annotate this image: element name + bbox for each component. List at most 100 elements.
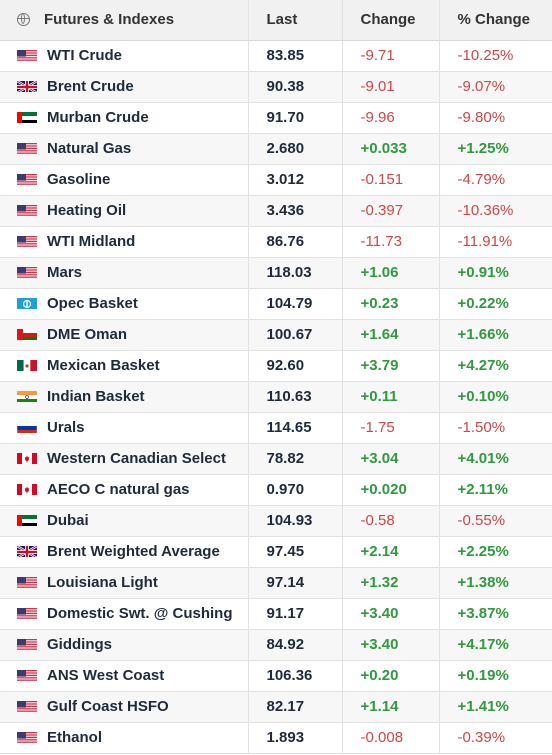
pct-change-value: +1.25%: [439, 133, 552, 165]
instrument-name[interactable]: Natural Gas: [47, 140, 132, 157]
canada-flag-icon: [17, 452, 37, 464]
instrument-cell[interactable]: WTI Midland: [0, 226, 249, 258]
instrument-cell[interactable]: Ethanol: [0, 722, 249, 754]
us-flag-icon: [17, 173, 37, 185]
change-value: +1.64: [342, 319, 440, 351]
instrument-name[interactable]: Western Canadian Select: [47, 450, 226, 467]
instrument-cell[interactable]: Western Canadian Select: [0, 443, 249, 475]
table-row[interactable]: DME Oman 100.67 +1.64 +1.66%: [0, 319, 552, 351]
instrument-name[interactable]: Louisiana Light: [47, 574, 158, 591]
instrument-cell[interactable]: Brent Crude: [0, 71, 249, 103]
us-flag-icon: [17, 700, 37, 712]
instrument-name[interactable]: Brent Weighted Average: [47, 543, 220, 560]
table-row[interactable]: Gasoline 3.012 -0.151 -4.79%: [0, 164, 552, 196]
instrument-cell[interactable]: Opec Basket: [0, 288, 249, 320]
instrument-cell[interactable]: Murban Crude: [0, 102, 249, 134]
table-row[interactable]: Opec Basket 104.79 +0.23 +0.22%: [0, 288, 552, 320]
change-value: +3.79: [342, 350, 440, 382]
header-last[interactable]: Last: [248, 0, 343, 41]
instrument-name[interactable]: Indian Basket: [47, 388, 145, 405]
instrument-cell[interactable]: ANS West Coast: [0, 660, 249, 692]
last-price: 104.79: [248, 288, 343, 320]
instrument-cell[interactable]: AECO C natural gas: [0, 474, 249, 506]
russia-flag-icon: [17, 421, 37, 433]
instrument-name[interactable]: Ethanol: [47, 729, 102, 746]
instrument-cell[interactable]: Natural Gas: [0, 133, 249, 165]
instrument-cell[interactable]: Heating Oil: [0, 195, 249, 227]
instrument-cell[interactable]: Brent Weighted Average: [0, 536, 249, 568]
table-row[interactable]: Ethanol 1.893 -0.008 -0.39%: [0, 722, 552, 754]
instrument-cell[interactable]: Indian Basket: [0, 381, 249, 413]
instrument-cell[interactable]: WTI Crude: [0, 40, 249, 72]
table-row[interactable]: Mars 118.03 +1.06 +0.91%: [0, 257, 552, 289]
last-price: 97.45: [248, 536, 343, 568]
last-price: 3.012: [248, 164, 343, 196]
table-row[interactable]: Dubai 104.93 -0.58 -0.55%: [0, 505, 552, 537]
uae-flag-icon: [17, 111, 37, 123]
header-change[interactable]: Change: [342, 0, 440, 41]
table-row[interactable]: AECO C natural gas 0.970 +0.020 +2.11%: [0, 474, 552, 506]
table-row[interactable]: Louisiana Light 97.14 +1.32 +1.38%: [0, 567, 552, 599]
instrument-cell[interactable]: Urals: [0, 412, 249, 444]
table-row[interactable]: ANS West Coast 106.36 +0.20 +0.19%: [0, 660, 552, 692]
uae-flag-icon: [17, 514, 37, 526]
instrument-cell[interactable]: Gulf Coast HSFO: [0, 691, 249, 723]
opec-flag-icon: [17, 297, 37, 309]
header-futures-indexes[interactable]: Futures & Indexes: [0, 0, 249, 41]
instrument-name[interactable]: DME Oman: [47, 326, 128, 343]
us-flag-icon: [17, 731, 37, 743]
table-row[interactable]: Natural Gas 2.680 +0.033 +1.25%: [0, 133, 552, 165]
instrument-name[interactable]: Opec Basket: [47, 295, 138, 312]
instrument-name[interactable]: Domestic Swt. @ Cushing: [47, 605, 233, 622]
table-row[interactable]: Brent Crude 90.38 -9.01 -9.07%: [0, 71, 552, 103]
instrument-name[interactable]: Murban Crude: [47, 109, 149, 126]
instrument-cell[interactable]: Domestic Swt. @ Cushing: [0, 598, 249, 630]
table-row[interactable]: Mexican Basket 92.60 +3.79 +4.27%: [0, 350, 552, 382]
table-row[interactable]: WTI Crude 83.85 -9.71 -10.25%: [0, 40, 552, 72]
instrument-name[interactable]: Urals: [47, 419, 85, 436]
table-row[interactable]: Urals 114.65 -1.75 -1.50%: [0, 412, 552, 444]
instrument-name[interactable]: AECO C natural gas: [47, 481, 190, 498]
uk-flag-icon: [17, 545, 37, 557]
table-row[interactable]: Heating Oil 3.436 -0.397 -10.36%: [0, 195, 552, 227]
instrument-name[interactable]: Gasoline: [47, 171, 111, 188]
instrument-cell[interactable]: Mars: [0, 257, 249, 289]
instrument-cell[interactable]: Gasoline: [0, 164, 249, 196]
table-row[interactable]: WTI Midland 86.76 -11.73 -11.91%: [0, 226, 552, 258]
instrument-name[interactable]: Brent Crude: [47, 78, 134, 95]
instrument-cell[interactable]: Mexican Basket: [0, 350, 249, 382]
instrument-name[interactable]: Gulf Coast HSFO: [47, 698, 169, 715]
instrument-cell[interactable]: Dubai: [0, 505, 249, 537]
instrument-name[interactable]: WTI Midland: [47, 233, 136, 250]
header-pct-change[interactable]: % Change: [439, 0, 552, 41]
instrument-cell[interactable]: DME Oman: [0, 319, 249, 351]
change-value: -0.151: [342, 164, 440, 196]
table-row[interactable]: Brent Weighted Average 97.45 +2.14 +2.25…: [0, 536, 552, 568]
last-price: 106.36: [248, 660, 343, 692]
pct-change-value: +2.25%: [439, 536, 552, 568]
instrument-cell[interactable]: Louisiana Light: [0, 567, 249, 599]
india-flag-icon: [17, 390, 37, 402]
pct-change-value: -4.79%: [439, 164, 552, 196]
table-row[interactable]: Gulf Coast HSFO 82.17 +1.14 +1.41%: [0, 691, 552, 723]
change-value: -11.73: [342, 226, 440, 258]
instrument-name[interactable]: ANS West Coast: [47, 667, 165, 684]
instrument-name[interactable]: Heating Oil: [47, 202, 127, 219]
instrument-name[interactable]: WTI Crude: [47, 47, 122, 64]
table-row[interactable]: Murban Crude 91.70 -9.96 -9.80%: [0, 102, 552, 134]
instrument-name[interactable]: Giddings: [47, 636, 112, 653]
table-row[interactable]: Indian Basket 110.63 +0.11 +0.10%: [0, 381, 552, 413]
table-row[interactable]: Western Canadian Select 78.82 +3.04 +4.0…: [0, 443, 552, 475]
pct-change-value: -0.39%: [439, 722, 552, 754]
last-price: 82.17: [248, 691, 343, 723]
table-row[interactable]: Giddings 84.92 +3.40 +4.17%: [0, 629, 552, 661]
instrument-name[interactable]: Mexican Basket: [47, 357, 160, 374]
us-flag-icon: [17, 638, 37, 650]
instrument-name[interactable]: Mars: [47, 264, 83, 281]
last-price: 78.82: [248, 443, 343, 475]
instrument-name[interactable]: Dubai: [47, 512, 89, 529]
change-value: -0.008: [342, 722, 440, 754]
table-row[interactable]: Domestic Swt. @ Cushing 91.17 +3.40 +3.8…: [0, 598, 552, 630]
instrument-cell[interactable]: Giddings: [0, 629, 249, 661]
